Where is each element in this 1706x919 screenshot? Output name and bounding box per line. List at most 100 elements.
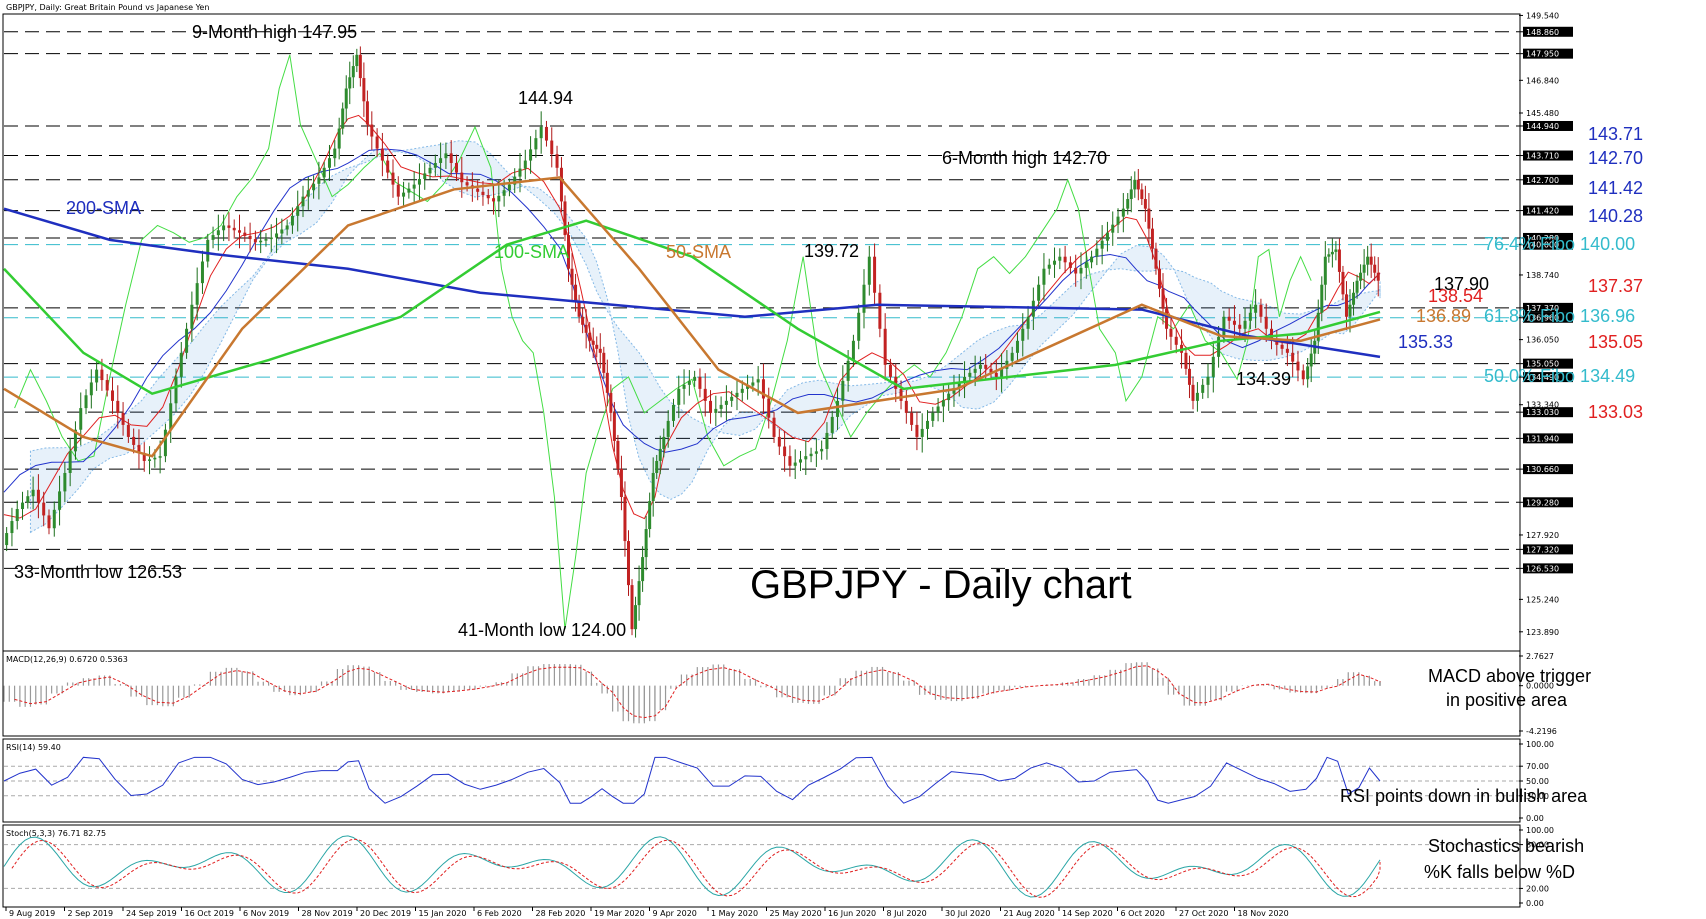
x-tick-label: 2 Sep 2019 [68, 909, 114, 918]
macd-note-line1: MACD above trigger [1428, 666, 1591, 686]
candle-body [984, 364, 988, 369]
candle-body [243, 232, 247, 236]
y-tick-label: 134.490 [1526, 373, 1559, 382]
candle-body [362, 78, 366, 102]
candle-body [163, 429, 167, 457]
candle-body [137, 444, 141, 453]
candle-body [1275, 340, 1279, 345]
stoch-y-label: 80.00 [1526, 841, 1549, 850]
y-tick-label-box [1523, 174, 1573, 185]
candle-body [348, 77, 352, 89]
candle-body [454, 162, 458, 173]
candle-body [595, 344, 599, 349]
label-50-sma: 50-SMA [666, 242, 731, 262]
candle-body [1334, 249, 1338, 252]
candle-body [264, 239, 268, 241]
annotation-9-month-high: 9-Month high 147.95 [192, 22, 357, 42]
candle-body [358, 54, 362, 79]
candle-body [290, 215, 294, 226]
x-tick-label: 1 May 2020 [711, 909, 758, 918]
candle-body [920, 428, 924, 437]
y-tick-label: 127.320 [1526, 545, 1559, 554]
candle-body [174, 376, 178, 404]
candle-body [280, 229, 284, 234]
candle-body [809, 453, 813, 457]
x-tick-label: 18 Nov 2020 [1238, 909, 1289, 918]
macd-y-label: -4.2196 [1526, 727, 1557, 736]
candle-body [179, 352, 183, 377]
x-tick-label: 25 May 2020 [770, 909, 822, 918]
candle-body [555, 154, 559, 168]
candle-body [132, 436, 136, 445]
candle-body [963, 376, 967, 383]
candle-body [1026, 316, 1030, 329]
candle-body [380, 148, 384, 161]
candle-body [222, 225, 226, 231]
candle-body [232, 227, 236, 231]
candle-body [544, 126, 548, 141]
candle-body [1323, 256, 1327, 285]
candle-body [662, 436, 666, 449]
candle-body [550, 140, 554, 155]
candle-body [1301, 370, 1305, 380]
level-133-03: 133.03 [1588, 402, 1643, 422]
candle-body [1264, 316, 1268, 329]
candle-body [337, 128, 341, 149]
candle-body [1021, 328, 1025, 341]
y-tick-label: 135.050 [1526, 360, 1559, 369]
candle-body [1068, 262, 1072, 268]
candle-body [693, 376, 697, 381]
candle-body [634, 605, 638, 630]
label-100-sma: 100-SMA [494, 242, 569, 262]
y-tick-label-box [1523, 239, 1573, 250]
candle-body [1296, 361, 1300, 371]
annotation-144-94: 144.94 [518, 88, 573, 108]
candle-body [1140, 189, 1144, 200]
macd-signal-line [14, 665, 1381, 719]
annotation-33-month-low: 33-Month low 126.53 [14, 562, 182, 582]
candle-body [677, 388, 681, 405]
candle-body [497, 195, 501, 202]
stoch-y-label: 0.00 [1526, 899, 1544, 908]
candle-body [658, 448, 662, 461]
candle-body [1352, 292, 1356, 305]
x-tick-label: 24 Sep 2019 [126, 909, 177, 918]
candle-body [1270, 328, 1274, 341]
y-tick-label: 142.700 [1526, 176, 1559, 185]
y-tick-label: 125.240 [1526, 595, 1559, 604]
y-tick-label-box [1523, 120, 1573, 131]
x-tick-label: 16 Oct 2019 [185, 909, 234, 918]
rsi-line [3, 756, 1381, 804]
y-tick-label-box [1523, 48, 1573, 59]
candle-body [846, 360, 850, 381]
candle-body [1195, 392, 1199, 401]
candle-body [351, 66, 355, 78]
candle-body [714, 408, 718, 413]
candle-body [719, 404, 723, 409]
stoch-title: Stoch(5,3,3) 76.71 82.75 [6, 829, 106, 838]
candle-body [518, 168, 522, 177]
y-tick-label: 129.280 [1526, 498, 1559, 507]
candle-body [899, 388, 903, 401]
candle-body [275, 233, 279, 238]
candle-body [1143, 199, 1147, 209]
y-tick-label: 148.860 [1526, 28, 1559, 37]
y-tick-label-box [1523, 464, 1573, 475]
stoch-y-label: 20.00 [1526, 884, 1549, 893]
candle-body [1248, 312, 1252, 321]
candle-body [1337, 249, 1341, 272]
candle-body [619, 468, 623, 497]
series-200-sma [3, 207, 1381, 359]
candle-body [830, 416, 834, 433]
candle-body [439, 158, 443, 163]
x-tick-label: 30 Jul 2020 [945, 909, 990, 918]
y-tick-label: 131.940 [1526, 434, 1559, 443]
candle-body [1063, 256, 1067, 263]
candle-body [1259, 304, 1263, 317]
candle-body [110, 390, 114, 401]
candle-body [73, 429, 77, 452]
candle-body [666, 420, 670, 437]
candle-body [703, 388, 707, 401]
y-tick-label-box [1523, 433, 1573, 444]
